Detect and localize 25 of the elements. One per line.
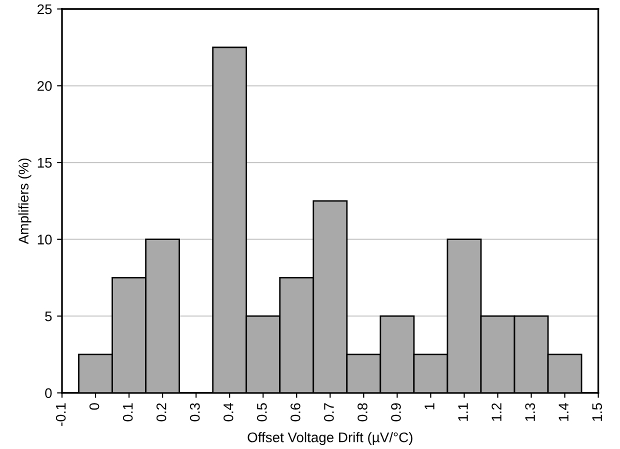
y-axis-title: Amplifiers (%) <box>18 158 32 244</box>
x-tick-label: 1.3 <box>525 403 535 421</box>
y-tick-label: 5 <box>45 312 52 322</box>
x-tick-label: 0.4 <box>223 403 234 422</box>
x-tick-label: 0 <box>89 403 100 410</box>
x-tick-label: 0.7 <box>324 403 334 422</box>
y-tick-label: 15 <box>38 158 52 168</box>
x-tick-label: 0.3 <box>190 403 200 422</box>
y-tick-label: 20 <box>38 81 52 91</box>
x-tick-label: -0.1 <box>56 403 66 426</box>
x-tick-label: 1.4 <box>558 403 568 421</box>
y-tick-label: 25 <box>38 4 52 14</box>
y-tick-label: 10 <box>38 234 52 244</box>
x-tick-label: 0.2 <box>156 403 166 422</box>
x-axis-title: Offset Voltage Drift (µV/°C) <box>248 432 412 446</box>
x-tick-label: 0.1 <box>122 403 133 422</box>
x-tick-label: 0.6 <box>290 403 300 422</box>
x-tick-label: 1.1 <box>458 403 468 421</box>
y-tick-label: 0 <box>45 388 52 398</box>
x-tick-label: 0.8 <box>358 403 368 422</box>
x-tick-label: 1.5 <box>592 403 602 421</box>
x-tick-label: 0.5 <box>257 403 267 422</box>
x-tick-label: 1.2 <box>492 403 502 421</box>
x-tick-label: 0.9 <box>391 403 401 422</box>
x-tick-label: 1 <box>424 403 434 410</box>
